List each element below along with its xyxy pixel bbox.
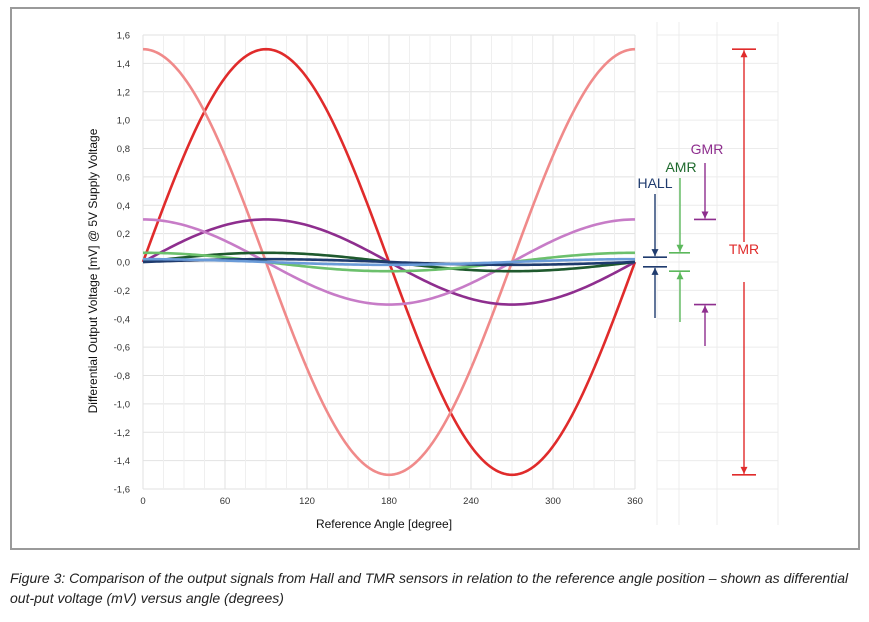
y-tick-label: -1,0	[114, 399, 130, 410]
x-tick-label: 300	[545, 496, 561, 507]
annotation-arrowhead	[740, 50, 748, 58]
series-line	[143, 251, 635, 273]
x-tick-label: 240	[463, 496, 479, 507]
annotation-arrowhead	[701, 211, 709, 219]
series-line	[142, 47, 636, 477]
y-tick-label: -0,8	[114, 371, 130, 382]
figure-caption: Figure 3: Comparison of the output signa…	[10, 570, 849, 606]
y-tick-label: 0,4	[117, 201, 130, 212]
annotation-grid	[656, 22, 779, 525]
y-tick-label: 0,6	[117, 172, 130, 183]
x-tick-label: 180	[381, 496, 397, 507]
series-line	[143, 257, 635, 267]
annotation-label: AMR	[665, 159, 696, 175]
annotation-label: TMR	[729, 241, 759, 257]
y-tick-label: -1,2	[114, 428, 130, 439]
annotation-arrowhead	[740, 466, 748, 474]
series-line	[142, 218, 636, 306]
y-ticks: 1,6 1,4 1,2 1,0 0,8 0,6 0,4 0,2 0,0 -0,2 -0,4 -0,6 -…	[114, 31, 130, 496]
line-chart: 1,6 1,4 1,2 1,0 0,8 0,6 0,4 0,2 0,0 -0,2 -0,4 -0,6 -…	[86, 22, 779, 531]
x-axis-title: Reference Angle [degree]	[316, 517, 452, 531]
series-group	[141, 47, 637, 477]
annotation-arrowhead	[651, 267, 659, 275]
annotation-arrowhead	[651, 249, 659, 257]
x-ticks: 0 60 120 180 240 300 360	[140, 496, 643, 507]
y-tick-label: 1,6	[117, 31, 130, 42]
x-tick-label: 0	[140, 496, 145, 507]
y-tick-label: -0,2	[114, 286, 130, 297]
annotation-label: HALL	[637, 175, 672, 191]
annotation-arrowhead	[676, 272, 684, 280]
y-tick-label: 0,0	[117, 258, 130, 269]
annotation-arrowhead	[701, 305, 709, 313]
y-axis-title: Differential Output Voltage [mV] @ 5V Su…	[86, 128, 100, 413]
y-tick-label: 1,0	[117, 116, 130, 127]
y-tick-label: -1,6	[114, 485, 130, 496]
x-tick-label: 120	[299, 496, 315, 507]
figure-frame	[10, 7, 860, 550]
y-tick-label: -0,4	[114, 314, 130, 325]
y-tick-label: -1,4	[114, 456, 130, 467]
y-tick-label: 0,8	[117, 144, 130, 155]
x-tick-label: 60	[220, 496, 231, 507]
annotation-label: GMR	[691, 141, 724, 157]
y-tick-label: 1,4	[117, 59, 130, 70]
y-tick-label: -0,6	[114, 343, 130, 354]
y-tick-label: 0,2	[117, 229, 130, 240]
annotation-arrowhead	[676, 244, 684, 252]
y-tick-label: 1,2	[117, 87, 130, 98]
x-tick-label: 360	[627, 496, 643, 507]
